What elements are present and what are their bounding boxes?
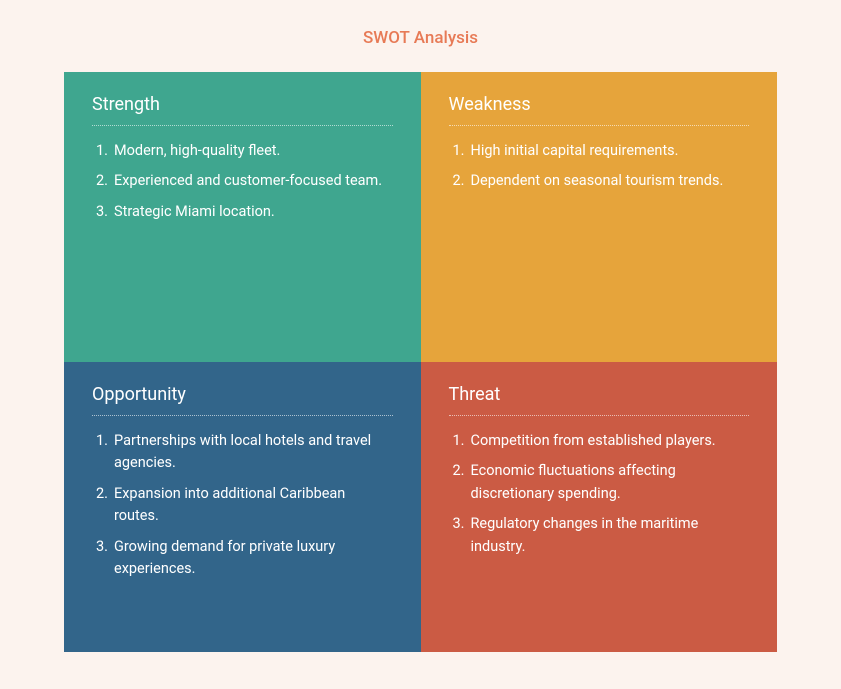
opportunity-heading: Opportunity xyxy=(92,384,393,416)
quadrant-opportunity: Opportunity Partnerships with local hote… xyxy=(64,362,421,652)
threat-heading: Threat xyxy=(449,384,750,416)
list-item: Dependent on seasonal tourism trends. xyxy=(453,170,750,192)
swot-grid: Strength Modern, high-quality fleet. Exp… xyxy=(64,72,777,652)
list-item: Economic fluctuations affecting discreti… xyxy=(453,460,750,505)
quadrant-strength: Strength Modern, high-quality fleet. Exp… xyxy=(64,72,421,362)
list-item: Growing demand for private luxury experi… xyxy=(96,536,393,581)
list-item: Experienced and customer-focused team. xyxy=(96,170,393,192)
threat-list: Competition from established players. Ec… xyxy=(449,430,750,558)
quadrant-weakness: Weakness High initial capital requiremen… xyxy=(421,72,778,362)
weakness-heading: Weakness xyxy=(449,94,750,126)
quadrant-threat: Threat Competition from established play… xyxy=(421,362,778,652)
list-item: Competition from established players. xyxy=(453,430,750,452)
list-item: Strategic Miami location. xyxy=(96,201,393,223)
strength-heading: Strength xyxy=(92,94,393,126)
list-item: Partnerships with local hotels and trave… xyxy=(96,430,393,475)
list-item: Modern, high-quality fleet. xyxy=(96,140,393,162)
list-item: Regulatory changes in the maritime indus… xyxy=(453,513,750,558)
opportunity-list: Partnerships with local hotels and trave… xyxy=(92,430,393,581)
weakness-list: High initial capital requirements. Depen… xyxy=(449,140,750,193)
swot-title: SWOT Analysis xyxy=(64,28,777,48)
strength-list: Modern, high-quality fleet. Experienced … xyxy=(92,140,393,223)
list-item: Expansion into additional Caribbean rout… xyxy=(96,483,393,528)
list-item: High initial capital requirements. xyxy=(453,140,750,162)
